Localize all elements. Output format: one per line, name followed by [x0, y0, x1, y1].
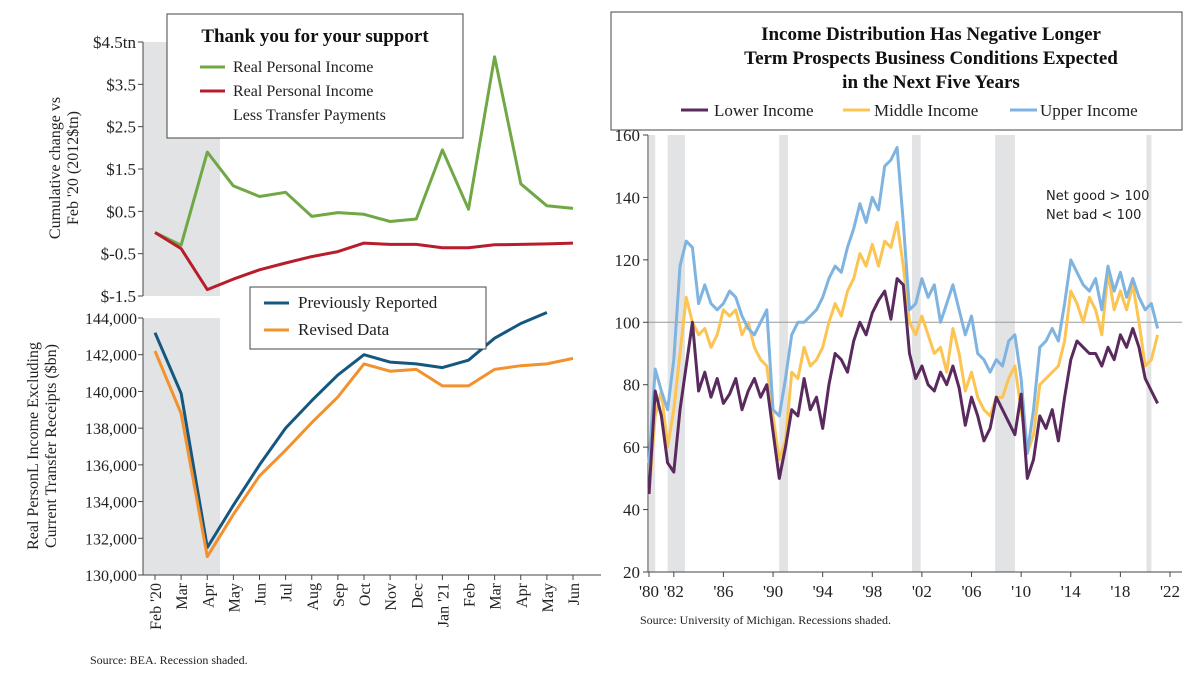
- c2-xtick-label-0: Feb '20: [148, 583, 165, 630]
- c2-ylabel-line2: Current Transfer Receipts ($bn): [43, 344, 60, 548]
- c3-xtick-label-8: '10: [1011, 582, 1031, 601]
- c3-series-2-line: [647, 146, 1160, 463]
- c2-xtick-label-3: May: [226, 583, 243, 612]
- c2-ytick-label-1: 142,000: [85, 348, 137, 365]
- c3-ytick-label-6: 40: [623, 501, 640, 520]
- c2-source: Source: BEA. Recession shaded.: [90, 653, 248, 667]
- c1-legend: Thank you for your support Real Personal…: [166, 13, 464, 139]
- c2-xtick-label-16: Jun: [566, 583, 583, 605]
- c3-xtick-label-4: '94: [813, 582, 834, 601]
- c2-xtick-label-15: May: [540, 583, 557, 612]
- c1-legend-label-1b: Less Transfer Payments: [233, 107, 386, 124]
- c2-ytick-label-5: 134,000: [85, 495, 137, 512]
- c3-ytick-label-2: 120: [615, 251, 641, 270]
- c2-ytick-label-6: 132,000: [85, 531, 137, 548]
- c3-xtick-label-3: '90: [763, 582, 783, 601]
- c2-series-1-line: [153, 350, 574, 559]
- c3-annotation-good: Net good > 100: [1046, 189, 1149, 204]
- c3-ytick-label-0: 160: [615, 126, 641, 145]
- c1-ylabel-line2: Feb '20 (2012$tn): [65, 111, 82, 225]
- c2-ylabel-line1: Real PersonL Income Excluding: [25, 342, 42, 550]
- c3-title-line1: Income Distribution Has Negative Longer: [761, 24, 1101, 45]
- c2-xtick-label-1: Mar: [174, 582, 191, 609]
- c2-legend: Previously Reported Revised Data: [249, 286, 487, 350]
- c3-ytick-label-1: 140: [615, 188, 641, 207]
- c3-ytick-label-5: 60: [623, 438, 640, 457]
- c3-legend: Lower Income Middle Income Upper Income: [681, 101, 1138, 120]
- c1-legend-label-1a: Real Personal Income: [233, 83, 373, 100]
- c3-recession-shade-3: [911, 135, 921, 572]
- c3-ytick-label-3: 100: [615, 313, 641, 332]
- c1-ylabel-line1: Cumulative change vs: [47, 97, 64, 239]
- c2-legend-label-1: Revised Data: [298, 320, 390, 339]
- c3-source: Source: University of Michigan. Recessio…: [640, 613, 891, 627]
- chart-bottom-left: 144,000 142,000 140,000 138,000 136,000 134,0…: [25, 286, 601, 667]
- c2-xtick-label-12: Feb: [462, 583, 479, 607]
- c2-xtick-label-2: Apr: [200, 582, 217, 608]
- c2-recession-shade: [143, 318, 220, 575]
- c2-xtick-label-14: Apr: [514, 582, 531, 608]
- c2-ytick-label-3: 138,000: [85, 421, 137, 438]
- c3-xtick-label-7: '06: [961, 582, 981, 601]
- c3-series-1-line: [647, 220, 1160, 495]
- c1-title: Thank you for your support: [201, 26, 429, 47]
- c1-ytick-label-4: $0.5: [106, 202, 136, 221]
- chart-top-left: $4.5tn $3.5 $2.5 $1.5 $0.5 $-0.5 $-1.5 Cumulat…: [47, 13, 574, 306]
- c2-xtick-label-6: Aug: [305, 583, 322, 611]
- c1-series-1-line: [154, 231, 574, 292]
- c2-xtick-label-5: Jul: [279, 582, 296, 601]
- c2-legend-box: [249, 286, 487, 350]
- c2-xtick-label-11: Jan '21: [435, 583, 452, 627]
- c2-ytick-label-7: 130,000: [85, 568, 137, 585]
- c2-xtick-label-8: Oct: [357, 582, 374, 606]
- c1-series-0-line: [154, 55, 574, 247]
- c3-xtick-label-5: '98: [862, 582, 882, 601]
- c2-ytick-label-2: 140,000: [85, 384, 137, 401]
- c2-legend-label-0: Previously Reported: [298, 293, 438, 312]
- c2-ytick-label-4: 136,000: [85, 458, 137, 475]
- c3-title-line3: in the Next Five Years: [842, 72, 1020, 93]
- c2-xtick-label-4: Jun: [253, 583, 270, 605]
- c3-legend-label-2: Upper Income: [1040, 101, 1138, 120]
- c2-ytick-label-0: 144,000: [85, 311, 137, 328]
- c2-xtick-label-13: Mar: [488, 582, 505, 609]
- c1-ytick-label-6: $-1.5: [101, 287, 136, 306]
- c3-xtick-label-9: '14: [1061, 582, 1082, 601]
- c2-xtick-label-10: Dec: [409, 583, 426, 609]
- c1-ytick-label-0: $4.5tn: [93, 33, 136, 52]
- c1-ytick-label-3: $1.5: [106, 160, 136, 179]
- c3-legend-label-0: Lower Income: [714, 101, 814, 120]
- c3-title-line2: Term Prospects Business Conditions Expec…: [744, 48, 1118, 69]
- c3-ytick-label-4: 80: [623, 376, 640, 395]
- c3-ytick-label-7: 20: [623, 563, 640, 582]
- c3-recession-shade-0: [649, 135, 656, 572]
- c3-legend-label-1: Middle Income: [874, 101, 978, 120]
- c2-xtick-label-9: Nov: [383, 583, 400, 611]
- c3-xtick-label-1: '82: [664, 582, 684, 601]
- c3-xtick-label-6: '02: [912, 582, 932, 601]
- c3-series-0-line: [647, 277, 1159, 495]
- c1-legend-box: [166, 13, 464, 139]
- c1-ytick-label-5: $-0.5: [101, 245, 136, 264]
- c1-ylabel: Cumulative change vs Feb '20 (2012$tn): [47, 97, 82, 239]
- c2-ylabel: Real PersonL Income Excluding Current Tr…: [25, 342, 60, 550]
- c2-xtick-label-7: Sep: [331, 583, 348, 607]
- c3-recession-shade-5: [1146, 135, 1152, 572]
- c3-xtick-label-10: '18: [1110, 582, 1130, 601]
- c1-ytick-label-1: $3.5: [106, 75, 136, 94]
- c3-xtick-label-2: '86: [713, 582, 733, 601]
- c3-recession-shade-1: [667, 135, 685, 572]
- chart-right: Income Distribution Has Negative Longer …: [610, 11, 1183, 627]
- c1-legend-label-0: Real Personal Income: [233, 59, 373, 76]
- c3-xtick-label-11: '22: [1160, 582, 1180, 601]
- c1-ytick-label-2: $2.5: [106, 118, 136, 137]
- c3-xtick-label-0: '80: [639, 582, 659, 601]
- c3-annotation-bad: Net bad < 100: [1046, 208, 1141, 223]
- c3-recession-shade-2: [779, 135, 788, 572]
